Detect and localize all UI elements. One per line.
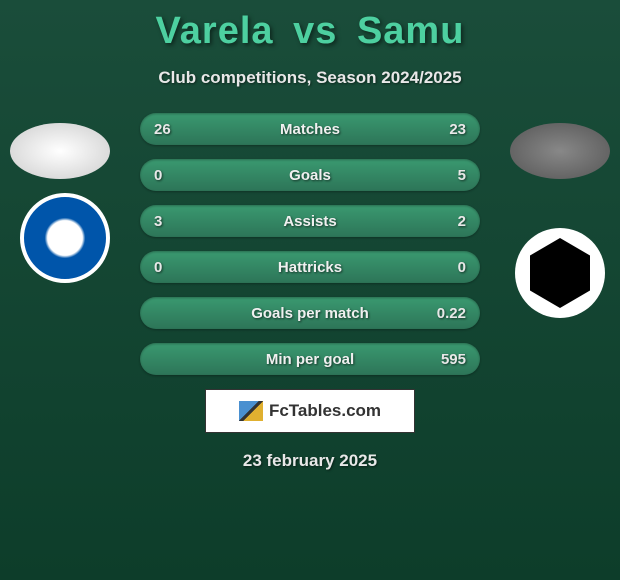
brand-box[interactable]: FcTables.com: [205, 389, 415, 433]
stat-right-value: 595: [426, 351, 466, 368]
player2-club-badge: [515, 228, 605, 318]
player2-name: Samu: [357, 10, 464, 52]
player1-avatar: [10, 123, 110, 179]
stat-left-value: 0: [154, 167, 194, 184]
stat-right-value: 0.22: [426, 305, 466, 322]
stat-left-value: 0: [154, 259, 194, 276]
subtitle: Club competitions, Season 2024/2025: [0, 68, 620, 88]
footer-date: 23 february 2025: [0, 451, 620, 471]
stat-label: Goals per match: [251, 305, 369, 322]
player1-name: Varela: [156, 10, 274, 52]
stat-label: Assists: [283, 213, 336, 230]
player1-club-badge: [20, 193, 110, 283]
stat-right-value: 0: [426, 259, 466, 276]
content-area: 26 Matches 23 0 Goals 5 3 Assists 2 0 Ha…: [0, 113, 620, 471]
stat-right-value: 23: [426, 121, 466, 138]
stat-right-value: 2: [426, 213, 466, 230]
stat-row-goals: 0 Goals 5: [140, 159, 480, 191]
stat-row-matches: 26 Matches 23: [140, 113, 480, 145]
stat-row-min-per-goal: Min per goal 595: [140, 343, 480, 375]
stat-row-hattricks: 0 Hattricks 0: [140, 251, 480, 283]
stat-rows: 26 Matches 23 0 Goals 5 3 Assists 2 0 Ha…: [140, 113, 480, 375]
stat-row-goals-per-match: Goals per match 0.22: [140, 297, 480, 329]
brand-text: FcTables.com: [269, 401, 381, 421]
player2-avatar: [510, 123, 610, 179]
stat-left-value: 26: [154, 121, 194, 138]
stat-label: Goals: [289, 167, 331, 184]
stat-right-value: 5: [426, 167, 466, 184]
page-title: Varela vs Samu: [0, 0, 620, 53]
stat-label: Matches: [280, 121, 340, 138]
stat-label: Hattricks: [278, 259, 342, 276]
stat-left-value: 3: [154, 213, 194, 230]
brand-logo-icon: [239, 401, 263, 421]
stat-row-assists: 3 Assists 2: [140, 205, 480, 237]
vs-text: vs: [293, 10, 337, 52]
stat-label: Min per goal: [266, 351, 354, 368]
